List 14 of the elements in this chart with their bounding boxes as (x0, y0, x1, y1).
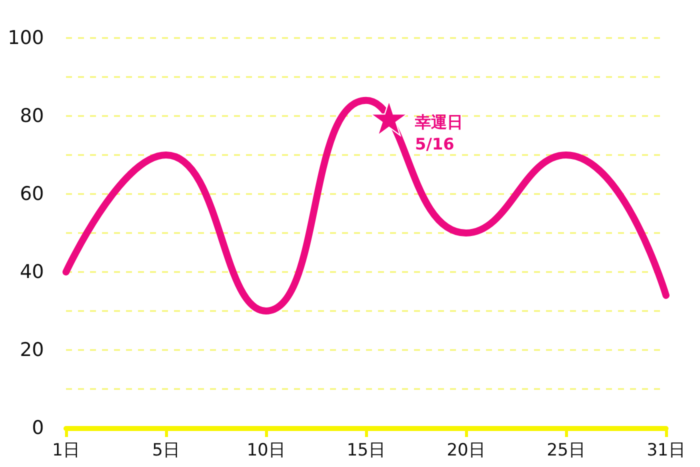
y-tick-label: 40 (20, 261, 44, 283)
x-tick-label: 31日 (646, 440, 686, 460)
y-tick-label: 60 (20, 183, 44, 205)
x-tick-label: 25日 (546, 440, 586, 460)
y-tick-label: 100 (8, 27, 44, 49)
x-tick-label: 20日 (446, 440, 486, 460)
x-tick-label: 10日 (246, 440, 286, 460)
x-tick-label: 5日 (152, 440, 180, 460)
y-tick-label: 80 (20, 105, 44, 127)
y-tick-label: 20 (20, 339, 44, 361)
x-tick-label: 1日 (52, 440, 80, 460)
annotation: 幸運日 5/16 (414, 112, 463, 154)
y-tick-label: 0 (32, 417, 44, 439)
x-tick-label: 15日 (346, 440, 386, 460)
